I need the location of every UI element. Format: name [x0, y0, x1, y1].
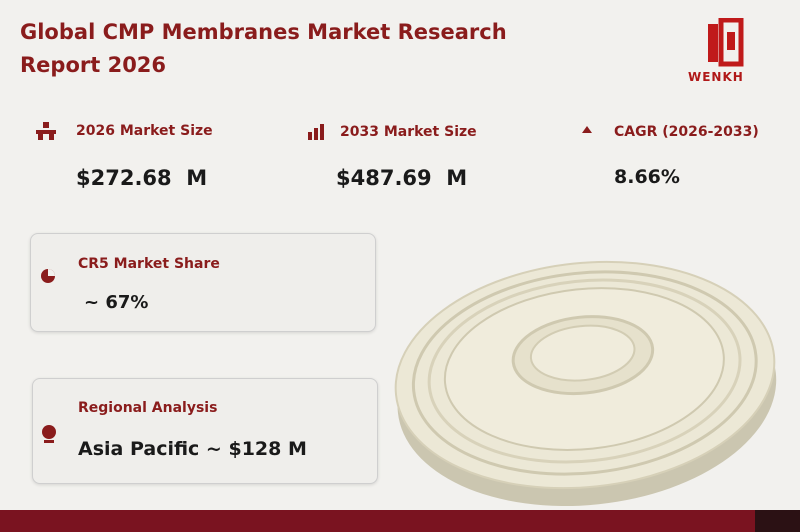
title: Global CMP Membranes Market Research Rep…	[20, 20, 507, 77]
stat-label: CAGR (2026-2033)	[614, 124, 759, 140]
icon	[308, 124, 324, 140]
logo-text: WENKH	[688, 70, 744, 84]
footer-bar-end	[755, 510, 800, 532]
stat-value: $272.68 M	[76, 166, 208, 190]
card-label: Regional Analysis	[78, 400, 218, 416]
icon	[582, 126, 592, 133]
card-value: Asia Pacific ~ $128 M	[78, 438, 307, 460]
card-value: ~ 67%	[84, 292, 149, 313]
card	[32, 378, 378, 484]
card	[30, 233, 376, 332]
stat-value: $487.69 M	[336, 166, 468, 190]
stat-value: 8.66%	[614, 166, 680, 188]
footer-bar	[0, 510, 800, 532]
logo-icon	[708, 18, 744, 67]
icon	[42, 425, 56, 443]
icon	[36, 122, 56, 140]
product-image	[394, 260, 777, 507]
icon	[41, 269, 55, 283]
stat-label: 2026 Market Size	[76, 123, 213, 139]
stat-label: 2033 Market Size	[340, 124, 477, 140]
card-label: CR5 Market Share	[78, 256, 220, 272]
